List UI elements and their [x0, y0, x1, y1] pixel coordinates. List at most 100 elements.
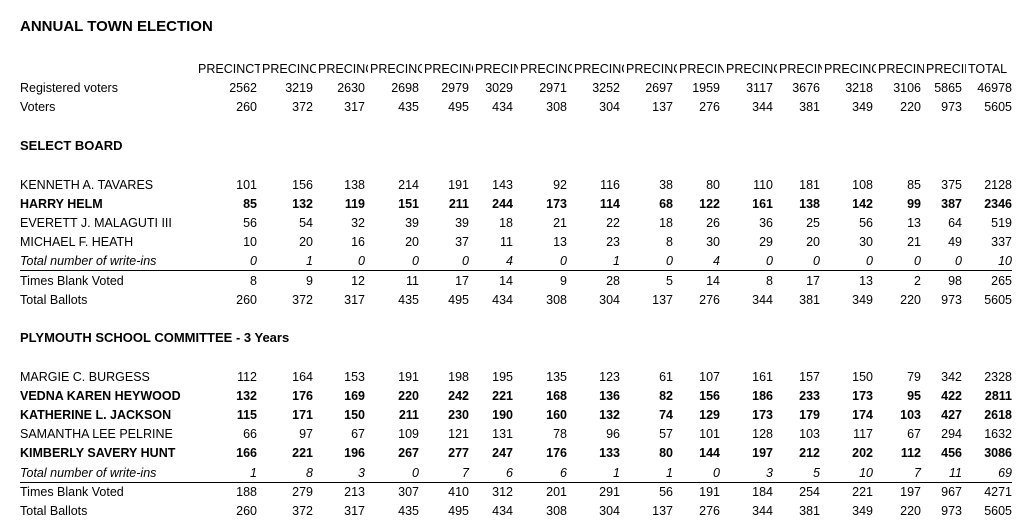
- cell-value: 153: [344, 369, 365, 384]
- cell-value: 17: [806, 273, 820, 288]
- column-header: PRECINCT: [926, 62, 966, 76]
- cell-value: 0: [412, 465, 419, 480]
- cell-value: 2811: [984, 388, 1012, 403]
- cell-value: 8: [666, 235, 673, 250]
- cell-value: 26: [706, 215, 720, 230]
- cell-value: 312: [492, 484, 513, 499]
- cell-value: 8: [766, 273, 773, 288]
- cell-value: 267: [398, 446, 419, 461]
- row-rule: [20, 481, 1012, 483]
- cell-value: 495: [448, 100, 469, 115]
- cell-value: 16: [351, 235, 365, 250]
- cell-value: 308: [546, 503, 567, 518]
- cell-value: 3086: [984, 446, 1012, 461]
- cell-value: 211: [398, 407, 419, 422]
- cell-value: 220: [900, 503, 921, 518]
- cell-value: 308: [546, 100, 567, 115]
- cell-value: 4: [506, 254, 513, 269]
- cell-value: 317: [344, 503, 365, 518]
- cell-value: 95: [907, 388, 921, 403]
- cell-value: 1: [666, 465, 673, 480]
- cell-value: 174: [852, 407, 873, 422]
- cell-value: 20: [299, 235, 313, 250]
- row-rule: [20, 270, 1012, 272]
- cell-value: 2562: [229, 81, 257, 95]
- cell-value: 5605: [984, 292, 1012, 307]
- cell-value: 5: [666, 273, 673, 288]
- column-header: TOTAL: [968, 62, 1008, 76]
- cell-value: 211: [448, 196, 469, 211]
- cell-value: 188: [236, 484, 257, 499]
- cell-value: 116: [600, 177, 620, 192]
- cell-value: 3029: [485, 81, 513, 95]
- cell-value: 410: [448, 484, 469, 499]
- cell-value: 9: [306, 273, 313, 288]
- cell-value: 317: [344, 292, 365, 307]
- section-title: SELECT BOARD: [20, 138, 123, 153]
- cell-value: 110: [753, 177, 773, 192]
- column-header: PRECINCT: [878, 62, 924, 76]
- cell-value: 22: [606, 215, 620, 230]
- cell-value: 64: [948, 215, 962, 230]
- cell-value: 0: [713, 465, 720, 480]
- cell-value: 138: [799, 196, 820, 211]
- row-label: Times Blank Voted: [20, 273, 124, 288]
- cell-value: 2630: [337, 81, 365, 95]
- cell-value: 0: [250, 254, 257, 269]
- cell-value: 434: [492, 292, 513, 307]
- cell-value: 85: [907, 177, 921, 192]
- cell-value: 2328: [984, 369, 1012, 384]
- cell-value: 131: [492, 427, 513, 442]
- cell-value: 277: [448, 446, 469, 461]
- cell-value: 157: [799, 369, 820, 384]
- cell-value: 6: [560, 465, 567, 480]
- cell-value: 3676: [792, 81, 820, 95]
- cell-value: 5605: [984, 503, 1012, 518]
- cell-value: 161: [752, 196, 773, 211]
- cell-value: 11: [406, 273, 419, 288]
- cell-value: 3: [766, 465, 773, 480]
- column-header: PRECINCT: [520, 62, 572, 76]
- cell-value: 5605: [984, 100, 1012, 115]
- cell-value: 103: [799, 427, 820, 442]
- cell-value: 434: [492, 100, 513, 115]
- cell-value: 20: [806, 235, 820, 250]
- cell-value: 337: [991, 235, 1012, 250]
- cell-value: 80: [659, 446, 673, 461]
- cell-value: 196: [344, 446, 365, 461]
- cell-value: 49: [948, 235, 962, 250]
- cell-value: 342: [941, 369, 962, 384]
- cell-value: 4271: [984, 484, 1012, 499]
- row-label: EVERETT J. MALAGUTI III: [20, 215, 172, 230]
- cell-value: 191: [448, 177, 469, 192]
- cell-value: 74: [659, 407, 673, 422]
- cell-value: 0: [766, 254, 773, 269]
- cell-value: 2128: [984, 177, 1012, 192]
- cell-value: 171: [292, 407, 313, 422]
- cell-value: 166: [236, 446, 257, 461]
- cell-value: 10: [243, 235, 257, 250]
- cell-value: 0: [955, 254, 962, 269]
- cell-value: 304: [599, 292, 620, 307]
- cell-value: 0: [560, 254, 567, 269]
- cell-value: 11: [500, 235, 513, 250]
- cell-value: 92: [553, 177, 567, 192]
- row-label: Total number of write-ins: [20, 254, 157, 269]
- cell-value: 233: [799, 388, 820, 403]
- cell-value: 179: [799, 407, 820, 422]
- cell-value: 14: [706, 273, 720, 288]
- cell-value: 98: [948, 273, 962, 288]
- column-header: PRECINCT: [475, 62, 518, 76]
- cell-value: 137: [652, 100, 673, 115]
- cell-value: 39: [455, 215, 469, 230]
- cell-value: 78: [553, 427, 567, 442]
- cell-value: 3: [358, 465, 365, 480]
- cell-value: 66: [243, 427, 257, 442]
- row-label: Times Blank Voted: [20, 484, 124, 499]
- cell-value: 176: [546, 446, 567, 461]
- cell-value: 260: [236, 100, 257, 115]
- cell-value: 973: [941, 100, 962, 115]
- cell-value: 176: [292, 388, 313, 403]
- column-header: PRECINCT: [424, 62, 473, 76]
- cell-value: 39: [405, 215, 419, 230]
